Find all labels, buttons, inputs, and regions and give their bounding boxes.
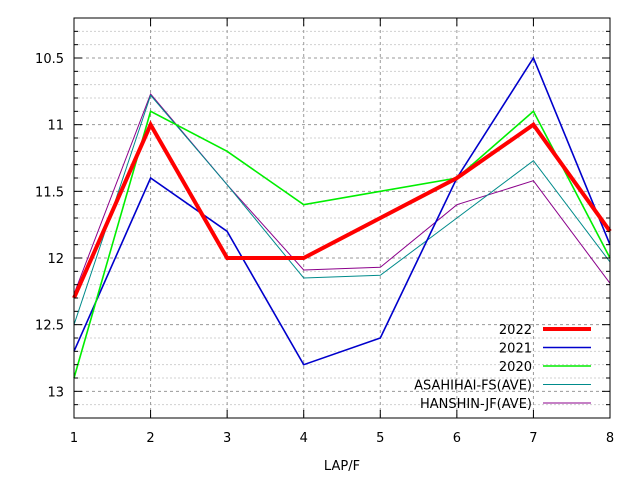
x-tick-label: 3: [223, 431, 231, 446]
y-tick-label: 11: [47, 119, 64, 134]
series-lines: [72, 56, 612, 379]
legend-label: HANSHIN-JF(AVE): [420, 397, 532, 412]
series-line-2022: [72, 120, 612, 299]
legend-label: 2022: [499, 323, 532, 338]
x-tick-label: 1: [70, 431, 78, 446]
y-tick-label: 10.5: [35, 52, 64, 67]
minor-gridlines: [74, 17, 610, 419]
legend-label: 2020: [499, 360, 532, 375]
y-tick-label: 11.5: [35, 185, 64, 200]
x-tick-label: 8: [606, 431, 614, 446]
legend-label: 2021: [499, 342, 532, 357]
y-tick-label: 13: [47, 385, 64, 400]
x-tick-label: 7: [529, 431, 537, 446]
x-tick-label: 5: [376, 431, 384, 446]
series-line-2021: [73, 56, 611, 366]
x-tick-label: 2: [146, 431, 154, 446]
series-line-2020: [73, 110, 611, 379]
x-axis-label: LAP/F: [324, 459, 360, 474]
x-tick-label: 6: [453, 431, 461, 446]
y-tick-label: 12.5: [35, 319, 64, 334]
y-tick-label: 12: [47, 252, 64, 267]
x-tick-label: 4: [300, 431, 308, 446]
legend: 2022 2021 2020 ASAHIHAI-FS(AVE) HANSHIN-JF(A…: [414, 323, 591, 412]
legend-label: ASAHIHAI-FS(AVE): [414, 379, 532, 394]
series-line-hanshin-jf-ave: [73, 93, 611, 295]
series-line-asahihai-fs-ave: [73, 94, 611, 325]
